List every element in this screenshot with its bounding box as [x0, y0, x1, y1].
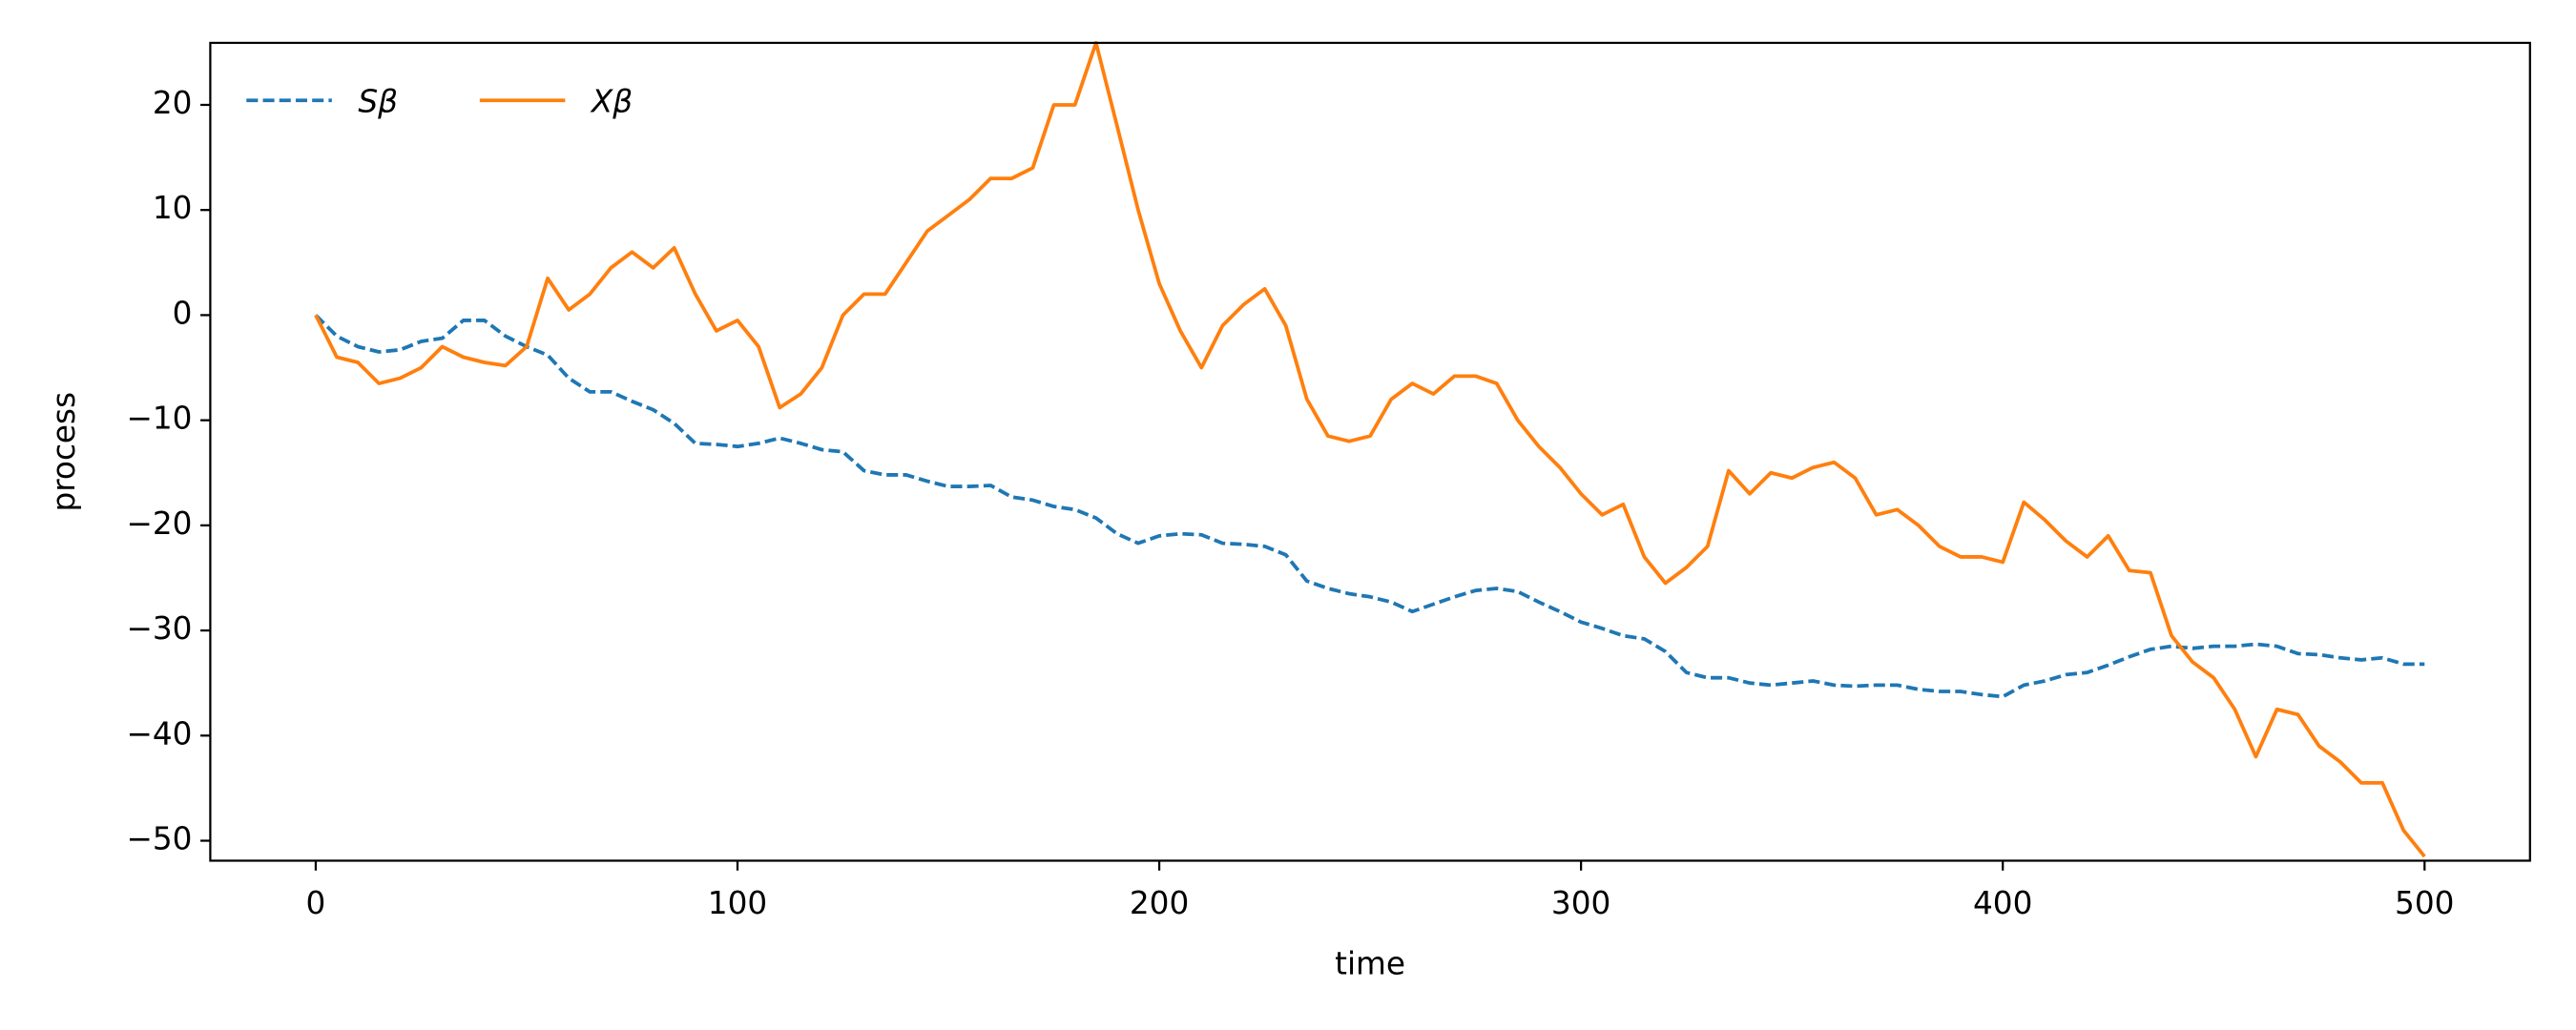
x-tick-label: 300 [1551, 885, 1610, 921]
plot-frame [209, 41, 2531, 862]
y-tick-label: −10 [126, 401, 192, 437]
x-tick-label: 200 [1130, 885, 1189, 921]
y-tick-label: −20 [126, 505, 192, 542]
y-axis-label: process [46, 392, 82, 512]
y-tick-label: 0 [173, 295, 193, 331]
series-line [314, 41, 2426, 858]
y-tick-label: 10 [153, 190, 193, 226]
series-line [314, 314, 2425, 699]
x-tick-label: 500 [2395, 885, 2454, 921]
y-tick-label: −50 [126, 821, 192, 857]
x-tick-label: 0 [306, 885, 326, 921]
y-tick-label: −30 [126, 610, 192, 647]
x-tick-label: 100 [708, 885, 767, 921]
x-tick-label: 400 [1973, 885, 2032, 921]
y-tick-label: 20 [153, 85, 193, 121]
y-tick-label: −40 [126, 715, 192, 752]
legend-label: Xβ [590, 84, 633, 120]
x-axis-label: time [1335, 946, 1405, 982]
legend-label: Sβ [358, 84, 398, 120]
